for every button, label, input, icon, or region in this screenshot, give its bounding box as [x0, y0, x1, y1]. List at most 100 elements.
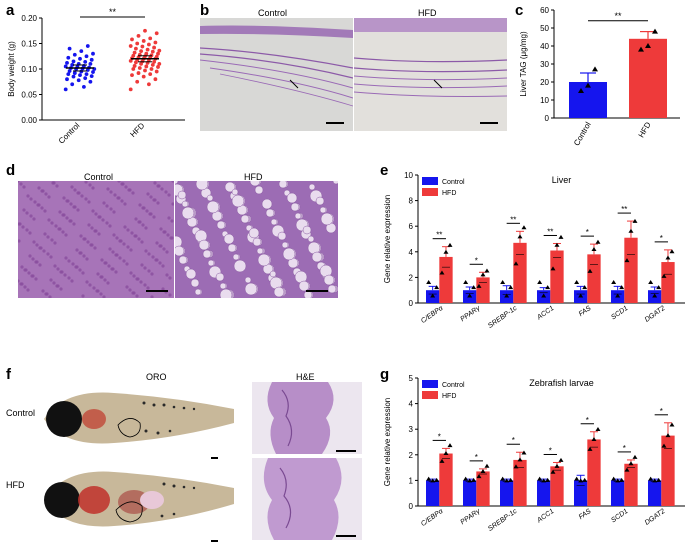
- x-tick-label: SREBP-1c: [487, 508, 519, 533]
- cell-nucleus: [64, 233, 68, 237]
- data-point: [66, 55, 71, 60]
- data-point: [147, 82, 151, 87]
- data-point: [137, 66, 142, 70]
- cell-nucleus: [68, 219, 72, 223]
- cell-nucleus: [34, 260, 38, 264]
- cell-nucleus: [40, 206, 44, 210]
- image-label-b-hfd: HFD: [418, 8, 437, 18]
- lipid-droplet: [190, 278, 200, 288]
- data-point: [628, 461, 634, 466]
- data-point: [147, 42, 151, 47]
- cell-nucleus: [82, 237, 86, 241]
- cell-nucleus: [55, 284, 59, 288]
- cell-nucleus: [37, 186, 41, 190]
- cell-nucleus: [153, 181, 157, 185]
- cell-nucleus: [165, 273, 169, 277]
- cell-nucleus: [94, 212, 98, 216]
- cell-nucleus: [147, 252, 151, 256]
- data-point: [656, 285, 662, 290]
- data-point: [661, 443, 667, 448]
- data-point: [82, 84, 86, 89]
- data-point: [65, 60, 69, 65]
- data-point: [500, 476, 506, 481]
- cell-nucleus: [80, 194, 84, 198]
- bar: [624, 237, 638, 303]
- lipid-droplet: [227, 243, 237, 253]
- significance-label: **: [109, 7, 117, 17]
- cell-nucleus: [53, 241, 57, 245]
- cell-nucleus: [76, 191, 80, 195]
- cell-nucleus: [29, 214, 33, 218]
- cell-nucleus: [47, 195, 51, 199]
- cell-nucleus: [106, 187, 110, 191]
- lipid-droplet: [252, 237, 262, 247]
- data-point: [500, 280, 506, 285]
- cell-nucleus: [28, 231, 32, 235]
- cell-nucleus: [22, 185, 26, 189]
- data-point: [595, 426, 601, 431]
- cell-nucleus: [141, 206, 145, 210]
- significance-label: *: [660, 234, 663, 243]
- x-tick-label: C/EBPα: [420, 507, 445, 528]
- lipid-droplet: [270, 218, 278, 226]
- scale-bar-d-left: [146, 290, 168, 292]
- cell-nucleus: [75, 248, 79, 252]
- cell-nucleus: [46, 235, 50, 239]
- data-point: [661, 273, 667, 278]
- x-tick-label: Control: [572, 120, 593, 147]
- y-tick-label: 0.20: [21, 14, 37, 23]
- data-point: [652, 478, 658, 483]
- cell-nucleus: [99, 292, 103, 296]
- bar: [513, 242, 527, 303]
- data-point: [619, 285, 625, 290]
- data-point: [574, 280, 580, 285]
- cell-nucleus: [137, 237, 141, 241]
- data-point: [85, 44, 90, 48]
- cell-nucleus: [114, 270, 118, 274]
- data-point: [587, 268, 593, 273]
- cell-nucleus: [124, 185, 128, 189]
- lipid-droplet: [181, 206, 195, 220]
- lipid-droplet: [232, 253, 240, 261]
- cell-nucleus: [23, 285, 27, 289]
- legend-swatch: [422, 188, 438, 196]
- cell-nucleus: [143, 266, 147, 270]
- image-label-f-he: H&E: [296, 372, 315, 382]
- lipid-droplet: [198, 239, 210, 251]
- data-point: [578, 478, 584, 483]
- data-point: [154, 54, 159, 59]
- cell-nucleus: [33, 200, 37, 204]
- data-point: [148, 72, 153, 76]
- cell-nucleus: [109, 207, 113, 211]
- cell-nucleus: [117, 181, 121, 183]
- panel-label-b: b: [200, 2, 210, 19]
- panel-label-a: a: [6, 2, 15, 19]
- cell-nucleus: [58, 210, 62, 214]
- data-point: [517, 234, 523, 239]
- data-point: [508, 285, 514, 290]
- data-point: [91, 70, 95, 74]
- data-point: [153, 77, 158, 82]
- cell-nucleus: [93, 246, 97, 250]
- image-label-d-control: Control: [84, 172, 114, 182]
- bar: [587, 439, 601, 506]
- y-tick-label: 0.05: [21, 91, 37, 100]
- data-point: [665, 255, 671, 260]
- cell-nucleus: [90, 226, 94, 230]
- data-point: [550, 266, 556, 271]
- cell-nucleus: [19, 182, 23, 186]
- cell-nucleus: [107, 264, 111, 268]
- data-point: [132, 50, 137, 55]
- significance-label: *: [660, 407, 663, 416]
- cell-nucleus: [115, 236, 119, 240]
- y-tick-label: 0.15: [21, 40, 37, 49]
- bar: [587, 254, 601, 303]
- lipid-droplet: [315, 196, 325, 206]
- cell-nucleus: [30, 274, 34, 278]
- data-point: [83, 59, 88, 64]
- x-tick-label: HFD: [637, 120, 653, 139]
- data-point: [471, 477, 477, 482]
- y-tick-label: 8: [409, 197, 414, 206]
- cell-nucleus: [118, 256, 122, 260]
- lipid-droplet: [244, 282, 258, 296]
